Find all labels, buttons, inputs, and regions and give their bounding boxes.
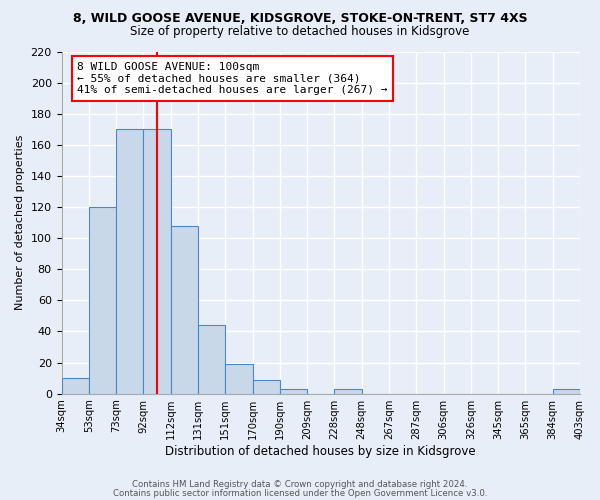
- Bar: [225, 364, 253, 394]
- Bar: [198, 326, 225, 394]
- Y-axis label: Number of detached properties: Number of detached properties: [15, 135, 25, 310]
- Bar: [334, 389, 362, 394]
- Bar: [280, 389, 307, 394]
- X-axis label: Distribution of detached houses by size in Kidsgrove: Distribution of detached houses by size …: [166, 444, 476, 458]
- Bar: [116, 130, 143, 394]
- Bar: [170, 226, 198, 394]
- Bar: [62, 378, 89, 394]
- Bar: [253, 380, 280, 394]
- Text: 8 WILD GOOSE AVENUE: 100sqm
← 55% of detached houses are smaller (364)
41% of se: 8 WILD GOOSE AVENUE: 100sqm ← 55% of det…: [77, 62, 388, 95]
- Text: Contains HM Land Registry data © Crown copyright and database right 2024.: Contains HM Land Registry data © Crown c…: [132, 480, 468, 489]
- Text: Size of property relative to detached houses in Kidsgrove: Size of property relative to detached ho…: [130, 25, 470, 38]
- Text: 8, WILD GOOSE AVENUE, KIDSGROVE, STOKE-ON-TRENT, ST7 4XS: 8, WILD GOOSE AVENUE, KIDSGROVE, STOKE-O…: [73, 12, 527, 26]
- Bar: [143, 130, 170, 394]
- Bar: [89, 207, 116, 394]
- Text: Contains public sector information licensed under the Open Government Licence v3: Contains public sector information licen…: [113, 488, 487, 498]
- Bar: [553, 389, 580, 394]
